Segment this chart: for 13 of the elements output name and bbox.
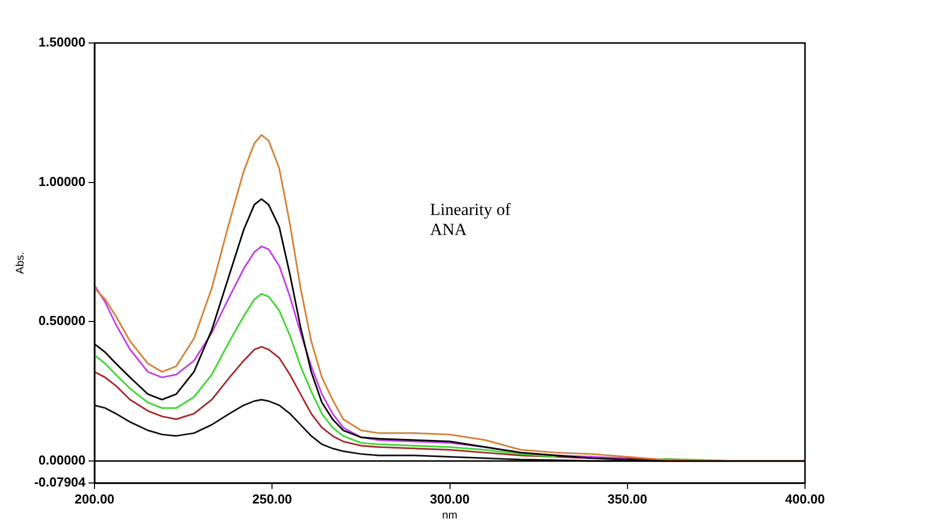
x-tick-label: 400.00 (785, 491, 825, 506)
x-axis-title: nm (442, 509, 458, 522)
x-tick-label: 200.00 (74, 491, 114, 506)
y-tick-label: 0.00000 (38, 452, 86, 468)
x-tick-label: 250.00 (252, 491, 292, 506)
y-tick-label: 0.50000 (38, 313, 86, 328)
y-tick-label: 1.00000 (38, 174, 86, 189)
annotation: Linearity of ANA (430, 200, 512, 240)
x-tick-label: 300.00 (430, 491, 470, 506)
y-axis-title: Abs. (14, 252, 27, 274)
y-tick-label: -0.07904 (34, 474, 86, 490)
y-tick-label: 1.50000 (38, 34, 86, 50)
x-tick-label: 350.00 (607, 491, 648, 506)
